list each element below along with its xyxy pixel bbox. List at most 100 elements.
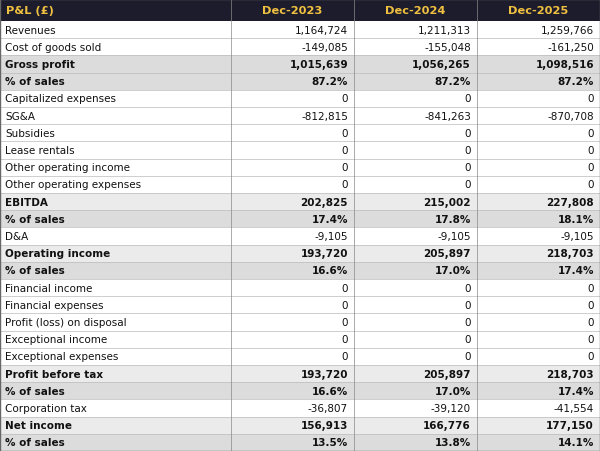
Text: 0: 0 [341, 352, 348, 362]
Text: 1,098,516: 1,098,516 [535, 60, 594, 70]
Bar [0, 228, 600, 245]
Text: 0: 0 [341, 180, 348, 190]
Text: % of sales: % of sales [5, 437, 65, 447]
Text: -841,263: -841,263 [424, 111, 471, 121]
Text: 16.6%: 16.6% [312, 266, 348, 276]
Text: Profit (loss) on disposal: Profit (loss) on disposal [5, 318, 127, 327]
Text: Lease rentals: Lease rentals [5, 146, 74, 156]
Text: 17.4%: 17.4% [557, 386, 594, 396]
Text: 87.2%: 87.2% [311, 77, 348, 87]
Text: 0: 0 [464, 300, 471, 310]
Text: Gross profit: Gross profit [5, 60, 75, 70]
Text: 177,150: 177,150 [546, 420, 594, 430]
Text: Financial expenses: Financial expenses [5, 300, 104, 310]
Text: Profit before tax: Profit before tax [5, 369, 103, 379]
Bar [0, 176, 600, 193]
Text: 0: 0 [341, 300, 348, 310]
Text: -870,708: -870,708 [547, 111, 594, 121]
Bar [0, 348, 600, 365]
Text: 0: 0 [587, 283, 594, 293]
Text: Exceptional expenses: Exceptional expenses [5, 352, 118, 362]
Text: Capitalized expenses: Capitalized expenses [5, 94, 116, 104]
Text: Dec-2025: Dec-2025 [508, 6, 569, 16]
Text: 0: 0 [464, 163, 471, 173]
Text: -155,048: -155,048 [424, 43, 471, 53]
Text: 218,703: 218,703 [547, 369, 594, 379]
Bar [0, 314, 600, 331]
Text: -161,250: -161,250 [547, 43, 594, 53]
Bar [0, 0, 600, 22]
Text: 18.1%: 18.1% [558, 214, 594, 224]
Bar [0, 211, 600, 228]
Text: -36,807: -36,807 [308, 403, 348, 413]
Bar [0, 245, 600, 262]
Text: -39,120: -39,120 [431, 403, 471, 413]
Text: 218,703: 218,703 [547, 249, 594, 258]
Text: 0: 0 [587, 129, 594, 138]
Text: 17.0%: 17.0% [434, 266, 471, 276]
Text: Dec-2023: Dec-2023 [262, 6, 323, 16]
Text: 0: 0 [464, 318, 471, 327]
Bar [0, 56, 600, 74]
Text: 193,720: 193,720 [301, 249, 348, 258]
Text: -9,105: -9,105 [437, 231, 471, 241]
Bar [0, 22, 600, 39]
Text: Financial income: Financial income [5, 283, 92, 293]
Text: 0: 0 [464, 283, 471, 293]
Text: EBITDA: EBITDA [5, 197, 48, 207]
Text: 1,259,766: 1,259,766 [541, 26, 594, 36]
Text: 17.4%: 17.4% [557, 266, 594, 276]
Text: 1,056,265: 1,056,265 [412, 60, 471, 70]
Text: 156,913: 156,913 [301, 420, 348, 430]
Text: 0: 0 [587, 180, 594, 190]
Text: 0: 0 [341, 94, 348, 104]
Bar [0, 108, 600, 125]
Text: 0: 0 [587, 318, 594, 327]
Text: 205,897: 205,897 [424, 369, 471, 379]
Text: 0: 0 [341, 335, 348, 345]
Text: Operating income: Operating income [5, 249, 110, 258]
Text: 215,002: 215,002 [424, 197, 471, 207]
Bar [0, 331, 600, 348]
Text: 1,015,639: 1,015,639 [289, 60, 348, 70]
Text: 87.2%: 87.2% [557, 77, 594, 87]
Bar [0, 159, 600, 176]
Text: % of sales: % of sales [5, 386, 65, 396]
Bar [0, 125, 600, 142]
Text: 17.0%: 17.0% [434, 386, 471, 396]
Text: Other operating income: Other operating income [5, 163, 130, 173]
Bar [0, 365, 600, 382]
Bar [0, 91, 600, 108]
Text: 193,720: 193,720 [301, 369, 348, 379]
Text: 14.1%: 14.1% [557, 437, 594, 447]
Text: 0: 0 [587, 146, 594, 156]
Bar [0, 382, 600, 400]
Bar [0, 262, 600, 279]
Text: 0: 0 [587, 94, 594, 104]
Text: 0: 0 [464, 129, 471, 138]
Text: 1,164,724: 1,164,724 [295, 26, 348, 36]
Text: Dec-2024: Dec-2024 [385, 6, 446, 16]
Text: Cost of goods sold: Cost of goods sold [5, 43, 101, 53]
Text: 0: 0 [341, 129, 348, 138]
Text: 202,825: 202,825 [301, 197, 348, 207]
Text: Exceptional income: Exceptional income [5, 335, 107, 345]
Text: -9,105: -9,105 [314, 231, 348, 241]
Text: % of sales: % of sales [5, 77, 65, 87]
Text: D&A: D&A [5, 231, 28, 241]
Bar [0, 297, 600, 314]
Text: 0: 0 [464, 335, 471, 345]
Text: Net income: Net income [5, 420, 72, 430]
Text: 16.6%: 16.6% [312, 386, 348, 396]
Bar [0, 434, 600, 451]
Text: Other operating expenses: Other operating expenses [5, 180, 141, 190]
Text: 227,808: 227,808 [547, 197, 594, 207]
Bar [0, 417, 600, 434]
Text: -149,085: -149,085 [301, 43, 348, 53]
Text: 0: 0 [341, 163, 348, 173]
Text: Corporation tax: Corporation tax [5, 403, 87, 413]
Text: 0: 0 [587, 352, 594, 362]
Text: 0: 0 [464, 180, 471, 190]
Text: 1,211,313: 1,211,313 [418, 26, 471, 36]
Text: 0: 0 [341, 146, 348, 156]
